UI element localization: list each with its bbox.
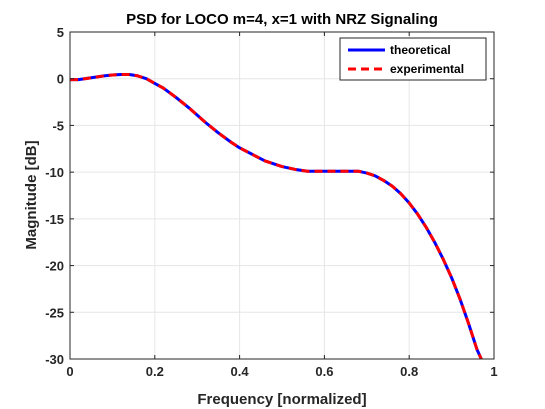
series-lines — [70, 73, 483, 360]
series-line-experimental — [70, 73, 483, 360]
y-tick-label: -25 — [45, 305, 64, 320]
axes-box — [69, 31, 495, 360]
legend-label-experimental: experimental — [390, 62, 464, 76]
y-tick-label: -5 — [52, 118, 64, 133]
x-axis-label: Frequency [normalized] — [197, 391, 366, 408]
y-tick-label: -20 — [45, 259, 64, 274]
x-tick-label: 0.8 — [400, 364, 418, 379]
x-tick-label: 0.6 — [315, 364, 333, 379]
x-tick-label: 0.2 — [146, 364, 164, 379]
x-tick-label: 1 — [490, 364, 497, 379]
y-tick-label: 5 — [57, 25, 64, 40]
y-axis-label: Magnitude [dB] — [23, 140, 40, 249]
legend-label-theoretical: theoretical — [390, 43, 451, 57]
y-tick-label: -30 — [45, 352, 64, 367]
y-tick-label: 0 — [57, 72, 64, 87]
x-tick-label: 0 — [66, 364, 73, 379]
y-tick-label: -10 — [45, 165, 64, 180]
plot-background — [70, 32, 494, 359]
y-tick-label: -15 — [45, 212, 64, 227]
chart-title: PSD for LOCO m=4, x=1 with NRZ Signaling — [126, 11, 438, 28]
x-tick-label: 0.4 — [231, 364, 250, 379]
axis-ticks: 0 0.2 0.4 0.6 0.8 1 5 0 -5 -10 -15 -20 -25 -30 — [45, 25, 497, 379]
legend-box — [339, 37, 487, 81]
legend: theoretical experimental — [339, 37, 487, 81]
